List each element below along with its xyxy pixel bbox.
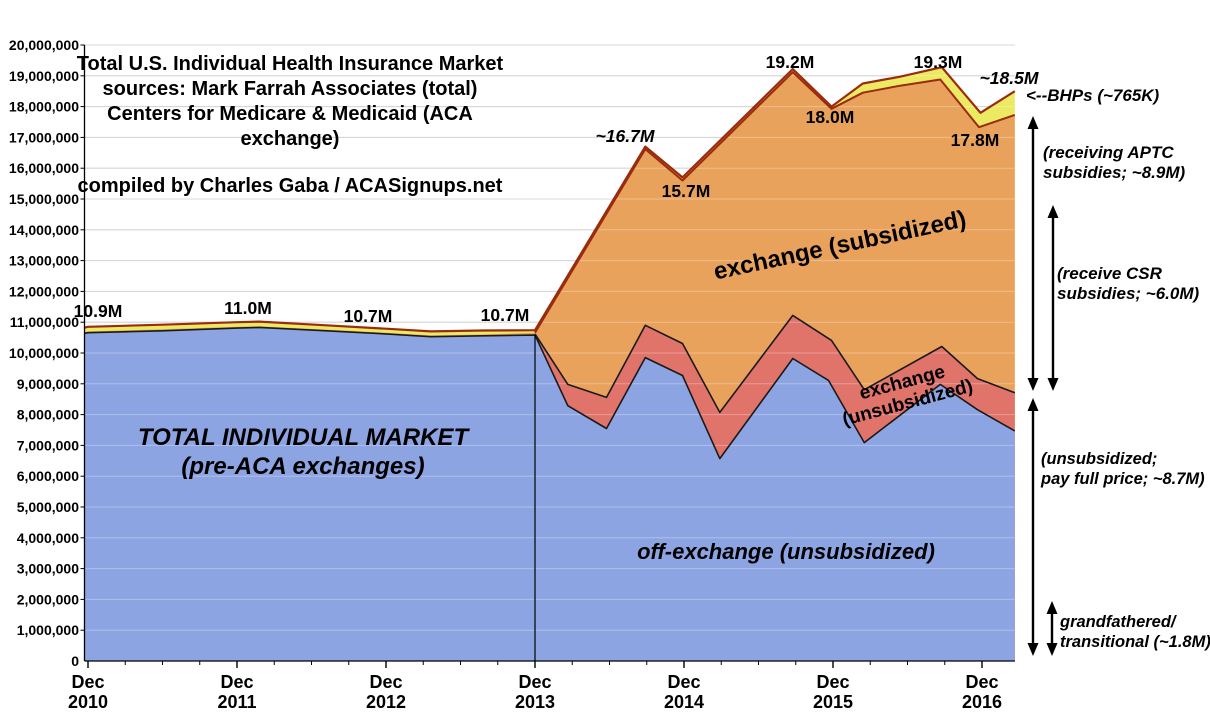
y-axis-label: 11,000,000 xyxy=(10,314,80,330)
y-axis-label: 2,000,000 xyxy=(17,591,79,607)
y-axis-label: 20,000,000 xyxy=(9,37,79,53)
chart-title: Total U.S. Individual Health Insurance M… xyxy=(76,53,504,75)
annotation-bhps: <--BHPs (~765K) xyxy=(1026,86,1160,105)
value-label: 15.7M xyxy=(662,181,711,201)
y-axis-label: 13,000,000 xyxy=(9,253,79,269)
y-axis-label: 9,000,000 xyxy=(17,376,79,392)
y-axis-labels: 0 1,000,000 2,000,000 3,000,000 4,000,000 5,0… xyxy=(9,37,79,669)
line-exchange-subsidized xyxy=(534,71,1016,334)
y-axis-label: 12,000,000 xyxy=(9,283,79,299)
y-axis-label: 5,000,000 xyxy=(17,499,79,515)
range-arrows xyxy=(1027,116,1059,656)
y-axis-label: 18,000,000 xyxy=(9,99,79,115)
y-axis-label: 19,000,000 xyxy=(9,68,79,84)
value-label: 10.7M xyxy=(344,306,393,326)
value-label: 10.7M xyxy=(481,305,530,325)
arrow-head-down xyxy=(1027,643,1039,656)
chart-title-block: Total U.S. Individual Health Insurance M… xyxy=(60,52,520,199)
y-axis-label: 1,000,000 xyxy=(17,622,79,638)
arrow-head-up xyxy=(1027,116,1039,129)
area-off-exchange-unsubsidized xyxy=(84,327,1015,661)
chart-source-line-2: Centers for Medicare & Medicaid (ACA exc… xyxy=(107,103,473,150)
x-axis-label-month: Dec xyxy=(667,672,700,692)
area-label-off-exchange: off-exchange (unsubsidized) xyxy=(637,539,935,564)
gridlines-overlay xyxy=(84,44,1015,631)
value-label: 19.3M xyxy=(914,52,963,72)
value-label: 10.9M xyxy=(74,301,123,321)
x-axis-label-year: 2010 xyxy=(68,692,108,712)
line-total-including-bhps xyxy=(84,66,1016,333)
annotation-csr-subsidies: (receive CSR subsidies; ~6.0M) xyxy=(1057,264,1200,303)
arrow-head-up xyxy=(1047,205,1059,218)
x-axis-label-month: Dec xyxy=(369,672,402,692)
value-label: 19.2M xyxy=(766,52,815,72)
y-axis-label: 10,000,000 xyxy=(9,345,79,361)
annotation-grandfathered: grandfathered/ transitional (~1.8M) xyxy=(1060,613,1210,651)
x-axis-label-month: Dec xyxy=(71,672,104,692)
x-axis-label-month: Dec xyxy=(220,672,253,692)
boundary-lines xyxy=(84,66,1016,460)
y-axis-label: 6,000,000 xyxy=(17,468,79,484)
arrow-head-up xyxy=(1046,601,1058,614)
y-axis-label: 15,000,000 xyxy=(9,191,79,207)
x-axis-label-year: 2016 xyxy=(962,692,1002,712)
x-axis-label-year: 2015 xyxy=(813,692,853,712)
y-axis-label: 14,000,000 xyxy=(9,222,79,238)
x-axis-label-month: Dec xyxy=(518,672,551,692)
y-axis-label: 7,000,000 xyxy=(17,437,79,453)
x-axis-label-month: Dec xyxy=(816,672,849,692)
arrow-head-up xyxy=(1027,398,1039,411)
chart-credit: compiled by Charles Gaba / ACASignups.ne… xyxy=(77,175,503,197)
x-axis-label-month: Dec xyxy=(965,672,998,692)
y-axis-label: 0 xyxy=(71,653,79,669)
annotation-unsubsidized: (unsubsidized; pay full price; ~8.7M) xyxy=(1041,450,1205,488)
x-axis-label-year: 2012 xyxy=(366,692,406,712)
x-axis-label-year: 2013 xyxy=(515,692,555,712)
y-axis-label: 3,000,000 xyxy=(17,561,79,577)
value-labels: 10.9M 11.0M 10.7M 10.7M ~16.7M 15.7M 19.2M 18.0… xyxy=(74,52,1039,326)
area-label-total-individual-market: TOTAL INDIVIDUAL MARKET (pre-ACA exchang… xyxy=(137,424,469,480)
arrow-head-down xyxy=(1046,643,1058,656)
arrow-head-down xyxy=(1047,378,1059,391)
axes xyxy=(80,44,1015,668)
annotation-aptc-subsidies: (receiving APTC subsidies; ~8.9M) xyxy=(1043,143,1186,182)
x-axis-label-year: 2011 xyxy=(217,692,256,712)
arrow-head-down xyxy=(1027,378,1039,391)
y-axis-label: 4,000,000 xyxy=(17,530,79,546)
y-axis-label: 8,000,000 xyxy=(17,407,79,423)
line-exchange-unsubsidized xyxy=(534,314,1016,414)
x-axis-label-year: 2014 xyxy=(664,692,704,712)
value-label: 17.8M xyxy=(951,130,1000,150)
y-axis-label: 16,000,000 xyxy=(9,160,79,176)
chart-source-line-1: sources: Mark Farrah Associates (total) xyxy=(102,78,478,100)
value-label: 18.0M xyxy=(806,107,855,127)
value-label: 11.0M xyxy=(224,298,272,318)
value-label: ~18.5M xyxy=(980,68,1039,88)
y-axis-label: 17,000,000 xyxy=(9,129,79,145)
line-off-exchange-unsubsidized xyxy=(84,326,1016,460)
value-label: ~16.7M xyxy=(596,126,655,146)
x-axis-labels: Dec2010Dec2011Dec2012Dec2013Dec2014Dec20… xyxy=(68,672,1002,712)
